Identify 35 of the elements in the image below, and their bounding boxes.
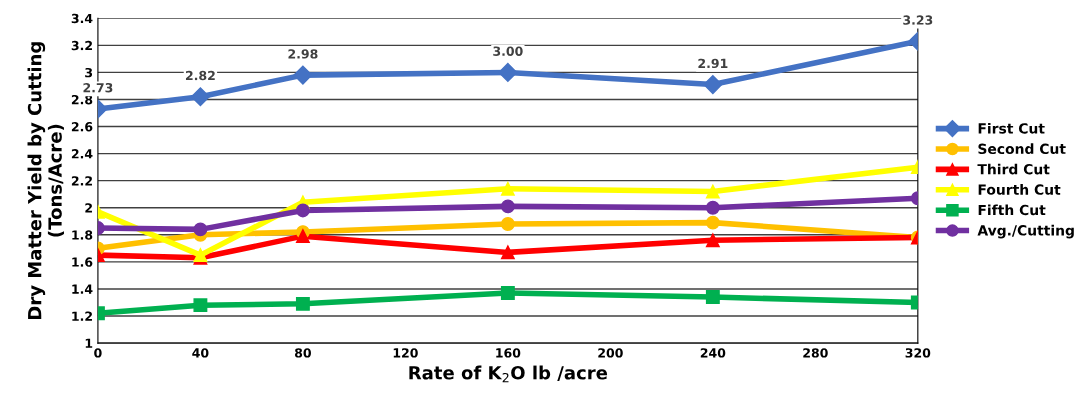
legend-label: Second Cut [978,143,1066,155]
y-tick-label: 1.4 [72,284,93,294]
legend-label: Fifth Cut [978,204,1046,216]
y-tick-label: 3.4 [71,13,93,24]
y-tick-label: 2 [85,203,92,213]
legend-label: Avg./Cutting [977,224,1074,239]
x-tick-label: 80 [294,348,311,358]
legend-label: First Cut [978,122,1045,134]
data-label: 3.00 [493,46,523,56]
y-axis-title: Dry Matter Yield by Cutting (Tons/Acre) [27,42,64,320]
y-tick-label: 1.8 [72,230,93,240]
x-axis-title: Rate of K$_{2}$O lb /acre [409,365,608,383]
y-tick-label: 2.4 [71,149,93,159]
y-tick-label: 3 [85,67,93,78]
y-tick-label: 1.6 [72,257,93,267]
x-tick-label: 0 [94,348,102,358]
x-tick-label: 280 [803,348,828,358]
data-label: 2.73 [83,83,113,93]
x-tick-label: 120 [393,348,418,358]
x-tick-label: 40 [192,348,209,358]
data-label: 2.82 [185,70,215,81]
y-tick-label: 3.2 [71,40,92,51]
legend-label: Third Cut [977,163,1050,175]
x-tick-label: 200 [598,348,623,358]
y-tick-label: 2.2 [71,176,92,186]
data-label: 2.98 [288,49,318,59]
y-tick-label: 1 [85,338,93,348]
x-tick-label: 320 [905,348,931,358]
y-tick-label: 2.6 [71,122,93,132]
data-label: 3.23 [903,15,933,25]
legend-label: Fourth Cut [978,184,1061,195]
data-label: 2.91 [698,58,728,69]
x-tick-label: 160 [496,348,521,358]
x-tick-label: 240 [700,348,726,358]
y-tick-label: 1.2 [72,311,92,321]
